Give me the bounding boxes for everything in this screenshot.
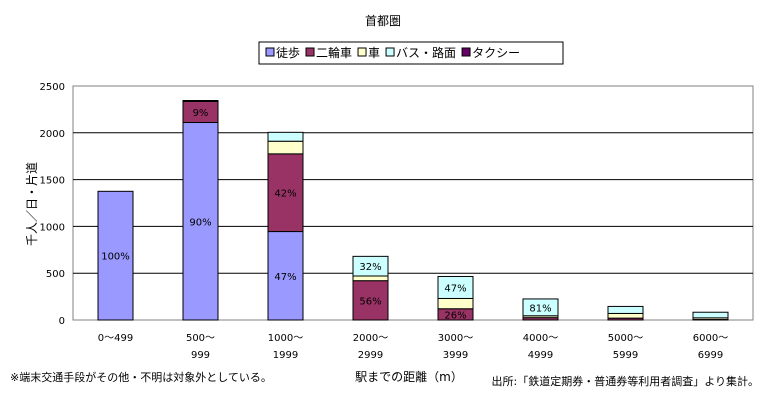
bar-segment <box>692 311 729 319</box>
y-axis-label: 千人／日・片道 <box>25 162 39 246</box>
legend-swatch <box>357 47 367 57</box>
x-tick-label: 5000～ <box>608 333 643 344</box>
legend-box <box>258 41 564 65</box>
x-tick-label: 6000～ <box>693 333 728 344</box>
legend-label: 徒歩 <box>276 45 300 60</box>
legend-swatch <box>305 47 315 57</box>
legend-label: バス・路面 <box>396 45 456 60</box>
data-labels: 100% 90% 9% 47% 42% 56% 32% 26% 47% 81% <box>101 108 551 321</box>
bar-segment <box>267 231 304 321</box>
x-tick-label: 6999 <box>698 350 723 361</box>
x-axis-label: 駅までの距離（m） <box>355 370 463 384</box>
y-axis-ticks: 0 500 1000 1500 2000 2500 <box>40 82 65 327</box>
data-label: 100% <box>101 252 130 263</box>
bar-segment <box>352 275 389 282</box>
chart-title: 首都圏 <box>365 14 401 28</box>
x-tick-label: 5999 <box>613 350 638 361</box>
source-note: 出所:「鉄道定期券・普通券等利用者調査」より集計。 <box>492 374 759 388</box>
legend-swatch <box>265 47 275 57</box>
bar-segment <box>437 297 474 310</box>
legend-label: 二輪車 <box>316 45 352 60</box>
y-tick-label: 2500 <box>40 82 65 93</box>
y-tick-label: 1000 <box>40 222 65 233</box>
data-label: 56% <box>359 296 381 307</box>
y-tick-label: 2000 <box>40 129 65 140</box>
y-tick-label: 500 <box>46 269 65 280</box>
bar-segment <box>267 131 304 142</box>
data-label: 90% <box>189 217 211 228</box>
x-tick-label: 500～ <box>186 333 215 344</box>
y-tick-label: 0 <box>59 316 65 327</box>
x-tick-label: 1999 <box>273 350 298 361</box>
x-tick-label: 1000～ <box>268 333 303 344</box>
data-label: 42% <box>274 189 296 200</box>
x-tick-label: 0～499 <box>98 333 133 344</box>
x-tick-label: 4999 <box>528 350 553 361</box>
data-label: 47% <box>274 272 296 283</box>
legend-label: タクシー <box>472 46 520 60</box>
bar-segment <box>607 305 644 314</box>
data-label: 47% <box>444 283 466 294</box>
data-label: 9% <box>193 108 209 119</box>
bar-segment <box>437 275 474 299</box>
bar-segment <box>97 190 134 321</box>
legend-label: 車 <box>368 46 380 60</box>
bar-segment <box>182 122 219 321</box>
legend: 徒歩 二輪車 車 バス・路面 タクシー <box>258 41 564 65</box>
bar-segment <box>352 255 389 277</box>
data-label: 32% <box>359 262 381 273</box>
plot-area <box>72 85 754 321</box>
x-tick-label: 2000～ <box>353 333 388 344</box>
bar-segment <box>267 140 304 155</box>
x-tick-label: 999 <box>191 350 210 361</box>
legend-swatch <box>461 47 471 57</box>
x-tick-label: 2999 <box>358 350 383 361</box>
bars <box>97 100 729 321</box>
legend-swatch <box>385 47 395 57</box>
data-label: 26% <box>444 310 466 321</box>
footnote: ※端末交通手段がその他・不明は対象外としている。 <box>10 370 272 384</box>
data-label: 81% <box>529 303 551 314</box>
bar-segment <box>352 280 389 321</box>
y-tick-label: 1500 <box>40 176 65 187</box>
x-tick-label: 4000～ <box>523 333 558 344</box>
bar-segment <box>522 298 559 317</box>
x-axis-ticks: 0～499 500～ 999 1000～ 1999 2000～ 2999 3000～ 3999 4… <box>98 333 728 361</box>
bar-segment <box>182 100 219 102</box>
bar-segment <box>607 312 644 319</box>
bar-segment <box>267 153 304 233</box>
x-tick-label: 3999 <box>443 350 468 361</box>
x-tick-label: 3000～ <box>438 333 473 344</box>
